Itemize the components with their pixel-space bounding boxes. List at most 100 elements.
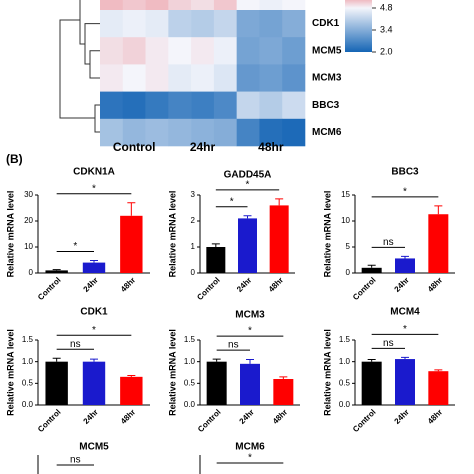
heatmap-cell — [259, 10, 283, 38]
heatmap-cell — [259, 91, 283, 120]
error-bar — [401, 255, 409, 259]
heatmap-cell — [122, 37, 146, 65]
significance-label: * — [92, 325, 96, 336]
bar — [269, 205, 289, 273]
heatmap-cell — [213, 91, 237, 120]
row-label: MCM5 — [312, 45, 342, 56]
colorbar-tick-label: 4.8 — [380, 2, 393, 12]
heatmap-cell — [282, 118, 306, 147]
bar — [238, 218, 257, 273]
heatmap-cell — [213, 118, 237, 147]
y-tick-label: 0.0 — [22, 400, 34, 409]
heatmap-cell — [145, 10, 169, 38]
heatmap-cell — [213, 64, 237, 92]
chart-title: MCM3 — [235, 310, 265, 321]
y-tick-label: 10 — [24, 242, 33, 251]
colorbar — [345, 0, 372, 52]
column-label: 48hr — [258, 140, 284, 154]
heatmap-cell — [282, 91, 306, 120]
x-tick-label: Control — [36, 276, 62, 302]
significance-label: * — [73, 241, 77, 252]
x-tick-label: 24hr — [82, 276, 100, 294]
error-bar — [279, 376, 288, 379]
y-tick-label: 1.0 — [22, 357, 34, 366]
y-tick-label: 1.5 — [184, 335, 196, 344]
heatmap-cell — [122, 0, 146, 11]
dendrogram-branch — [79, 0, 85, 45]
heatmap-cell — [145, 118, 169, 147]
y-tick-label: 0.5 — [339, 378, 351, 387]
y-axis-label: Relative mRNA level — [322, 191, 332, 278]
y-tick-label: 1.5 — [339, 335, 351, 344]
column-label: Control — [113, 140, 156, 154]
bar — [45, 270, 68, 273]
heatmap-cell — [259, 118, 283, 147]
x-tick-label: Control — [351, 408, 377, 434]
significance-label: ns — [383, 237, 394, 248]
heatmap-cell — [100, 37, 124, 65]
y-axis-label: Relative mRNA level — [167, 329, 177, 416]
bar — [82, 361, 106, 405]
significance-label: ns — [70, 339, 81, 350]
bar — [45, 361, 68, 405]
dendrogram-branch — [59, 19, 95, 119]
x-tick-label: 24hr — [393, 276, 411, 294]
x-tick-label: 24hr — [235, 276, 253, 294]
heatmap-cell — [100, 118, 124, 147]
heatmap-cell — [168, 64, 192, 92]
significance-label: * — [403, 324, 407, 335]
y-tick-label: 0.0 — [339, 400, 351, 409]
y-tick-label: 5 — [346, 242, 351, 251]
heatmap-cell — [168, 10, 192, 38]
x-tick-label: 48hr — [119, 408, 137, 426]
error-bar — [367, 359, 376, 362]
significance-label: * — [248, 326, 252, 337]
y-axis-label: Relative mRNA level — [322, 329, 332, 416]
heatmap-cell — [145, 91, 169, 120]
error-bar — [127, 375, 136, 377]
chart-title: MCM5 — [79, 442, 109, 453]
x-tick-label: 48hr — [267, 276, 285, 294]
y-axis-label: Relative mRNA level — [5, 329, 15, 416]
dendrogram-branch — [94, 104, 100, 133]
y-tick-label: 1.5 — [22, 335, 34, 344]
error-bar — [246, 359, 254, 364]
dendrogram-branch — [84, 23, 100, 65]
y-tick-label: 0.0 — [184, 400, 196, 409]
bar — [428, 371, 449, 405]
significance-label: * — [92, 183, 96, 194]
heatmap-cell — [145, 0, 169, 11]
row-label: BBC3 — [312, 100, 340, 111]
significance-label: * — [248, 453, 252, 464]
error-bar — [434, 369, 443, 372]
x-tick-label: Control — [351, 276, 377, 302]
x-tick-label: 48hr — [119, 276, 137, 294]
heatmap-cell — [100, 91, 124, 120]
column-label: 24hr — [190, 140, 216, 154]
significance-label: ns — [70, 455, 81, 466]
heatmap-cell — [191, 118, 215, 147]
error-bar — [90, 260, 98, 263]
heatmap-cell — [213, 10, 237, 38]
colorbar-tick-label: 2.0 — [380, 46, 393, 56]
heatmap-cell — [236, 91, 260, 120]
heatmap-cell — [100, 10, 124, 38]
bar — [361, 267, 382, 273]
heatmap-cell — [168, 91, 192, 120]
y-tick-label: 20 — [24, 216, 33, 225]
x-tick-label: 48hr — [271, 408, 289, 426]
x-tick-label: 24hr — [393, 408, 411, 426]
heatmap-cell — [191, 10, 215, 38]
chart-title: GADD45A — [224, 170, 272, 181]
colorbar-tick-label: 3.4 — [380, 24, 393, 34]
x-tick-label: 48hr — [426, 408, 444, 426]
heatmap-cell — [168, 37, 192, 65]
x-tick-label: 48hr — [426, 276, 444, 294]
y-tick-label: 1.0 — [184, 357, 196, 366]
x-tick-label: Control — [195, 276, 221, 302]
bar — [120, 376, 143, 405]
heatmap-cell — [122, 64, 146, 92]
significance-label: * — [230, 196, 234, 207]
chart-title: CDKN1A — [73, 167, 115, 178]
error-bar — [90, 358, 98, 362]
